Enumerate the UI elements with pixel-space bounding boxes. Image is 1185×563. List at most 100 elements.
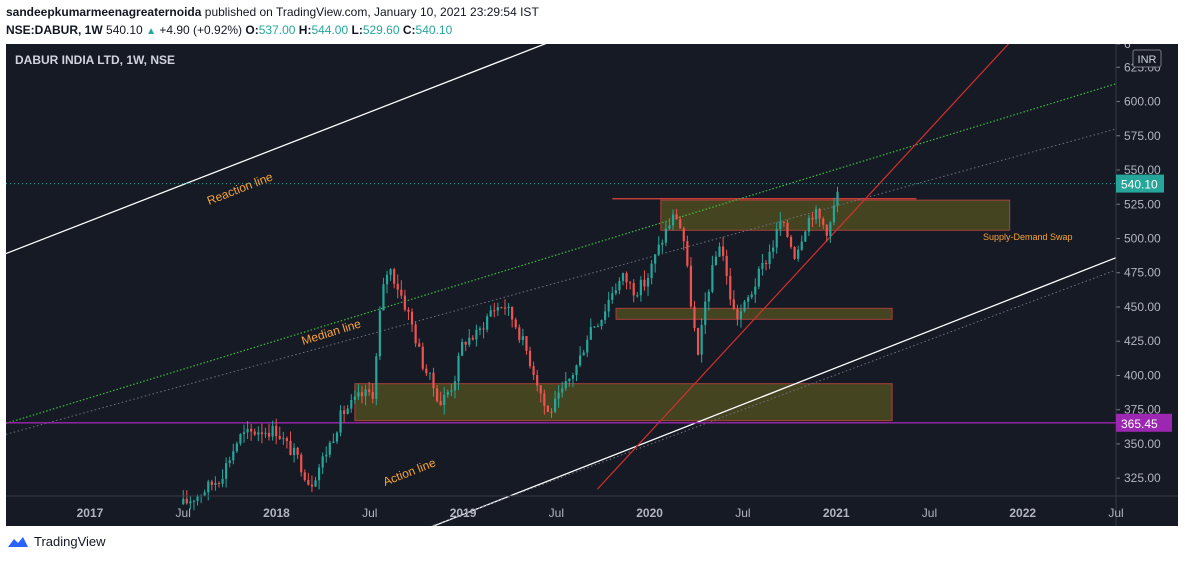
candle-body-99 xyxy=(536,375,539,386)
candle-body-2 xyxy=(189,501,192,504)
candle-body-88 xyxy=(496,307,499,311)
candle-body-111 xyxy=(578,355,582,366)
action_dotted-line[interactable] xyxy=(329,269,1117,526)
candle-body-40 xyxy=(325,454,328,457)
candle-body-157 xyxy=(743,301,746,312)
candle-body-86 xyxy=(489,310,492,317)
candle-body-42 xyxy=(332,441,335,443)
candle-body-64 xyxy=(410,311,414,325)
candle-body-33 xyxy=(300,454,303,473)
red-line[interactable] xyxy=(596,44,1013,490)
candle-body-46 xyxy=(346,408,349,414)
candle-body-154 xyxy=(732,299,735,310)
candle-body-22 xyxy=(260,432,263,435)
candle-body-166 xyxy=(775,228,778,248)
candle-body-19 xyxy=(250,428,253,432)
y-tick-label-2: 375.00 xyxy=(1124,403,1161,417)
candle-body-114 xyxy=(589,327,592,340)
candle-body-68 xyxy=(425,368,428,374)
candle-body-179 xyxy=(822,218,825,225)
candle-body-180 xyxy=(825,224,828,236)
candle-body-58 xyxy=(389,269,392,275)
close-label: C: xyxy=(402,23,416,37)
candle-body-98 xyxy=(532,366,535,376)
zone-rect-1[interactable] xyxy=(615,307,893,320)
candle-body-7 xyxy=(207,481,210,493)
candle-body-164 xyxy=(768,251,771,265)
candle-body-124 xyxy=(625,273,628,283)
candle-body-169 xyxy=(786,222,789,237)
candle-body-28 xyxy=(282,438,285,440)
candle-body-79 xyxy=(464,341,467,345)
candle-body-97 xyxy=(528,350,532,367)
candle-body-4 xyxy=(196,496,199,501)
candle-body-136 xyxy=(668,225,671,229)
candle-body-11 xyxy=(221,478,224,484)
candle-body-63 xyxy=(407,309,410,312)
chart-area[interactable]: DABUR INDIA LTD, 1W, NSE Reaction line Med… xyxy=(6,44,1178,526)
candle-body-148 xyxy=(711,265,714,292)
candle-body-53 xyxy=(371,392,374,399)
zone-rect-0[interactable] xyxy=(354,383,893,422)
y-tick-label-1: 350.00 xyxy=(1124,437,1161,451)
candle-body-104 xyxy=(553,398,557,412)
zone-rect-2[interactable] xyxy=(660,199,1011,231)
candle-body-67 xyxy=(421,346,424,369)
support-tag xyxy=(1116,413,1172,432)
y-tick-label-10: 575.00 xyxy=(1124,129,1161,143)
candle-body-78 xyxy=(461,341,464,356)
candle-body-81 xyxy=(471,337,474,340)
y-tick-label-3: 400.00 xyxy=(1124,368,1161,382)
candle-body-101 xyxy=(543,393,546,406)
median-line[interactable] xyxy=(6,83,1117,424)
candle-body-73 xyxy=(443,394,446,406)
candle-body-31 xyxy=(292,447,296,456)
candle-body-59 xyxy=(393,269,396,284)
symbol-label: NSE:DABUR, 1W xyxy=(6,23,103,37)
candle-body-147 xyxy=(707,291,710,302)
candle-body-115 xyxy=(593,326,596,328)
candle-body-89 xyxy=(500,307,503,309)
candle-body-14 xyxy=(232,451,235,461)
tradingview-logo[interactable]: TradingView xyxy=(6,534,106,549)
candle-body-66 xyxy=(418,343,421,347)
published-text: published on TradingView.com, January 10… xyxy=(204,5,539,19)
candle-body-182 xyxy=(832,205,836,223)
candle-body-92 xyxy=(511,306,514,320)
candle-body-26 xyxy=(275,425,278,437)
candle-body-175 xyxy=(807,217,811,232)
candle-body-100 xyxy=(539,385,542,394)
candle-body-76 xyxy=(453,381,457,391)
candle-body-152 xyxy=(725,255,728,276)
low-label: L: xyxy=(351,23,363,37)
candle-body-47 xyxy=(350,400,353,409)
candle-body-133 xyxy=(657,244,660,255)
candle-body-128 xyxy=(639,279,642,296)
tradingview-cloud-icon xyxy=(8,536,28,547)
candle-body-151 xyxy=(721,246,725,256)
y-tick-label-8: 525.00 xyxy=(1124,197,1161,211)
candle-body-45 xyxy=(343,410,346,414)
high-label: H: xyxy=(298,23,312,37)
candle-body-142 xyxy=(689,265,693,307)
candle-body-118 xyxy=(604,311,607,320)
x-tick-label-4: 2019 xyxy=(450,506,477,520)
candle-body-132 xyxy=(654,254,657,264)
candle-body-116 xyxy=(596,326,600,328)
support-tag-label: 365.45 xyxy=(1121,417,1158,431)
candle-body-18 xyxy=(246,428,249,433)
candle-body-62 xyxy=(403,295,406,310)
reaction-line[interactable] xyxy=(6,44,693,255)
low-value: 529.60 xyxy=(362,23,400,37)
candle-body-138 xyxy=(675,214,678,220)
x-tick-label-7: Jul xyxy=(735,506,750,520)
candle-body-6 xyxy=(203,492,206,496)
currency-badge-label: INR xyxy=(1138,54,1157,66)
x-tick-label-5: Jul xyxy=(549,506,564,520)
candle-body-156 xyxy=(739,311,743,319)
author-name[interactable]: sandeepkumarmeenagreaternoida xyxy=(6,5,202,19)
candle-body-107 xyxy=(564,381,567,389)
candle-body-49 xyxy=(357,392,360,397)
open-value: 537.00 xyxy=(258,23,296,37)
